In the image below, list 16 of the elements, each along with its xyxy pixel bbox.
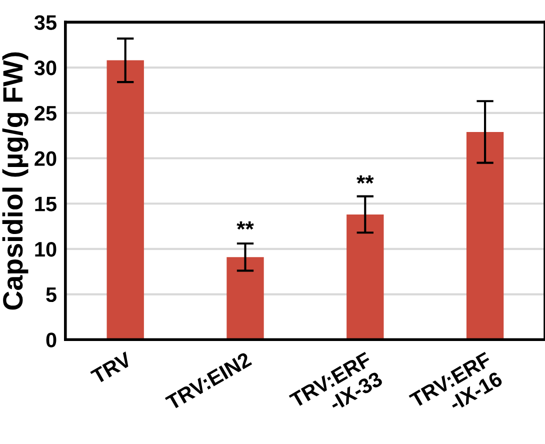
y-axis-title: Capsidiol (µg/g FW) <box>2 52 28 310</box>
y-tick-label: 25 <box>34 106 56 121</box>
x-tick-label: TRV <box>90 352 133 384</box>
y-tick-label: 0 <box>46 332 56 348</box>
annotation: ** <box>236 221 254 230</box>
annotation: ** <box>356 175 374 184</box>
bar <box>466 132 504 340</box>
y-tick-label: 35 <box>34 15 56 30</box>
y-tick-label: 10 <box>35 242 56 257</box>
y-tick-label: 15 <box>35 196 56 212</box>
y-tick-label: 20 <box>34 151 56 166</box>
y-tick-label: 5 <box>46 288 56 302</box>
y-tick-label: 30 <box>34 60 56 76</box>
bar <box>226 257 264 340</box>
bar <box>346 214 384 340</box>
bar <box>106 60 144 340</box>
